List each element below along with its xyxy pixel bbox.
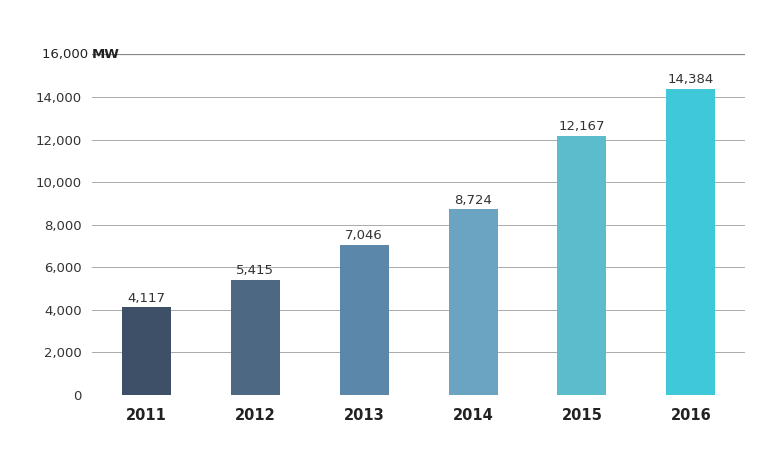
Text: 16,000: 16,000: [41, 48, 92, 61]
Text: 5,415: 5,415: [237, 264, 274, 277]
Bar: [230, 280, 280, 395]
Bar: [558, 136, 607, 395]
Bar: [339, 245, 389, 395]
Bar: [122, 307, 170, 395]
Text: 8,724: 8,724: [454, 194, 492, 207]
Text: MW: MW: [91, 48, 119, 61]
Text: 14,384: 14,384: [667, 73, 714, 86]
Text: 7,046: 7,046: [346, 229, 383, 242]
Bar: [667, 89, 715, 395]
Text: 12,167: 12,167: [558, 120, 605, 133]
Text: 4,117: 4,117: [127, 292, 165, 305]
Bar: [449, 209, 498, 395]
